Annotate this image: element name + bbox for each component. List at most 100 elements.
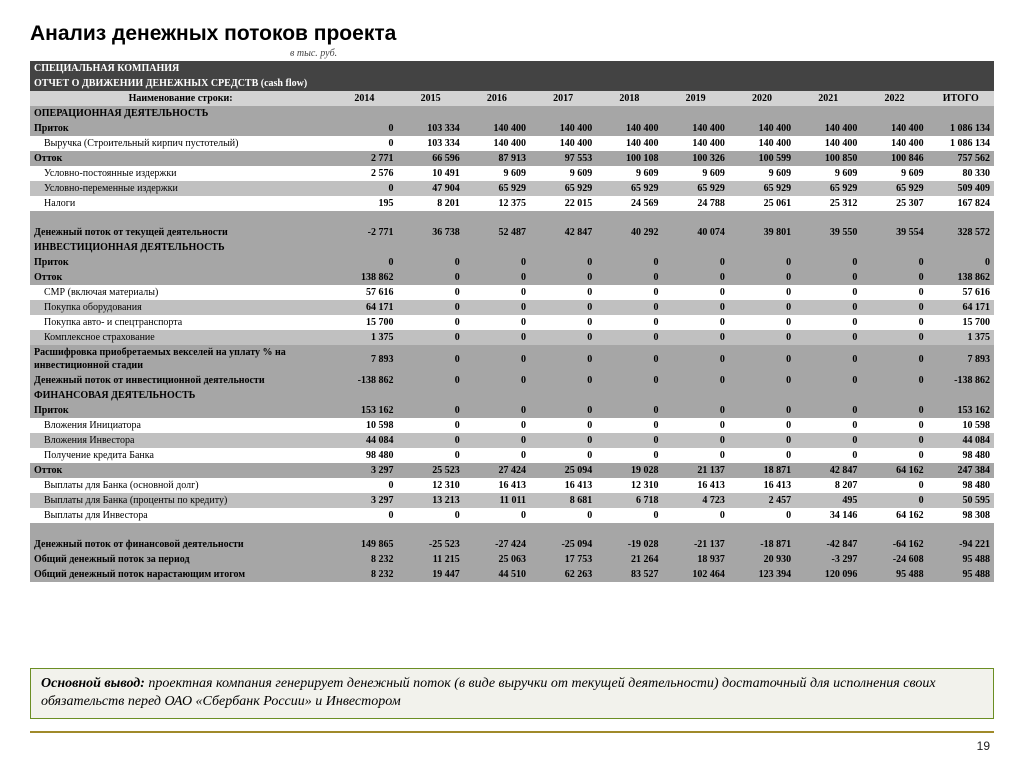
- cell-value: 0: [663, 448, 729, 463]
- cell-value: 0: [596, 270, 662, 285]
- cell-value: 9 609: [464, 166, 530, 181]
- cell-value: 57 616: [928, 285, 994, 300]
- cell-value: 0: [861, 478, 927, 493]
- cell-value: 65 929: [596, 181, 662, 196]
- col-header-year: 2015: [397, 91, 463, 106]
- cell-value: 0: [331, 255, 397, 270]
- conclusion-lead: Основной вывод:: [41, 676, 148, 691]
- cell-value: -2 771: [331, 225, 397, 240]
- cell-value: 0: [596, 300, 662, 315]
- col-header-year: 2014: [331, 91, 397, 106]
- cell-value: 0: [795, 330, 861, 345]
- cell-value: 0: [530, 508, 596, 523]
- row-name: СМР (включая материалы): [30, 285, 331, 300]
- cell-value: 22 015: [530, 196, 596, 211]
- cell-value: 95 488: [861, 567, 927, 582]
- row-name: Вложения Инвестора: [30, 433, 331, 448]
- row-name: Отток: [30, 463, 331, 478]
- cell-value: 0: [596, 403, 662, 418]
- cell-value: 0: [596, 508, 662, 523]
- row-name: Денежный поток от финансовой деятельност…: [30, 537, 331, 552]
- cell-value: 0: [530, 255, 596, 270]
- cell-value: 140 400: [795, 136, 861, 151]
- cell-value: 0: [331, 478, 397, 493]
- cell-value: 140 400: [464, 136, 530, 151]
- cell-value: -94 221: [928, 537, 994, 552]
- cell-value: 140 400: [596, 136, 662, 151]
- cell-value: 140 400: [795, 121, 861, 136]
- cell-value: -21 137: [663, 537, 729, 552]
- row-name: Приток: [30, 403, 331, 418]
- cell-value: 0: [663, 345, 729, 373]
- col-header-name: Наименование строки:: [30, 91, 331, 106]
- cell-value: 2 771: [331, 151, 397, 166]
- row-name: Денежный поток от текущей деятельности: [30, 225, 331, 240]
- cell-value: 0: [530, 300, 596, 315]
- cell-value: 0: [331, 181, 397, 196]
- cell-value: 0: [861, 373, 927, 388]
- cell-value: 44 084: [928, 433, 994, 448]
- cell-value: 0: [861, 330, 927, 345]
- cell-value: 8 232: [331, 567, 397, 582]
- cell-value: 140 400: [861, 136, 927, 151]
- cell-value: 100 850: [795, 151, 861, 166]
- row-name: Комплексное страхование: [30, 330, 331, 345]
- cell-value: 0: [397, 433, 463, 448]
- cell-value: 7 893: [928, 345, 994, 373]
- cell-value: 0: [729, 330, 795, 345]
- cell-value: 47 904: [397, 181, 463, 196]
- cell-value: 140 400: [729, 121, 795, 136]
- cell-value: 0: [331, 136, 397, 151]
- page-title: Анализ денежных потоков проекта: [30, 22, 994, 46]
- row-name: Приток: [30, 121, 331, 136]
- cell-value: 0: [861, 433, 927, 448]
- cell-value: 0: [663, 285, 729, 300]
- cell-value: 7 893: [331, 345, 397, 373]
- cell-value: 39 801: [729, 225, 795, 240]
- cell-value: 24 569: [596, 196, 662, 211]
- cell-value: 12 375: [464, 196, 530, 211]
- cell-value: 0: [795, 373, 861, 388]
- row-name: Денежный поток от инвестиционной деятель…: [30, 373, 331, 388]
- cell-value: -25 523: [397, 537, 463, 552]
- cell-value: 65 929: [729, 181, 795, 196]
- cell-value: 100 108: [596, 151, 662, 166]
- cell-value: -24 608: [861, 552, 927, 567]
- cell-value: 0: [928, 255, 994, 270]
- cell-value: 64 171: [331, 300, 397, 315]
- cell-value: 140 400: [530, 121, 596, 136]
- cell-value: 0: [397, 285, 463, 300]
- cell-value: -25 094: [530, 537, 596, 552]
- cell-value: 18 937: [663, 552, 729, 567]
- cell-value: 0: [464, 330, 530, 345]
- cell-value: 62 263: [530, 567, 596, 582]
- cell-value: 0: [663, 330, 729, 345]
- cell-value: 4 723: [663, 493, 729, 508]
- cell-value: 98 480: [928, 478, 994, 493]
- cell-value: 0: [397, 270, 463, 285]
- cell-value: 10 491: [397, 166, 463, 181]
- conclusion-text: проектная компания генерирует денежный п…: [41, 676, 936, 709]
- cell-value: 757 562: [928, 151, 994, 166]
- cell-value: 0: [729, 508, 795, 523]
- cell-value: 0: [596, 373, 662, 388]
- cell-value: 64 162: [861, 508, 927, 523]
- row-name: Покупка авто- и спецтранспорта: [30, 315, 331, 330]
- cell-value: -64 162: [861, 537, 927, 552]
- cell-value: 0: [596, 285, 662, 300]
- cell-value: 123 394: [729, 567, 795, 582]
- cell-value: 495: [795, 493, 861, 508]
- cell-value: 0: [464, 270, 530, 285]
- cell-value: 153 162: [928, 403, 994, 418]
- cell-value: 0: [464, 448, 530, 463]
- cell-value: 0: [397, 373, 463, 388]
- cell-value: 44 510: [464, 567, 530, 582]
- cell-value: 0: [397, 508, 463, 523]
- cell-value: 16 413: [729, 478, 795, 493]
- cell-value: 100 326: [663, 151, 729, 166]
- row-name: Вложения Инициатора: [30, 418, 331, 433]
- cell-value: 0: [663, 508, 729, 523]
- cell-value: 0: [596, 330, 662, 345]
- cell-value: 0: [530, 345, 596, 373]
- cell-value: 140 400: [663, 136, 729, 151]
